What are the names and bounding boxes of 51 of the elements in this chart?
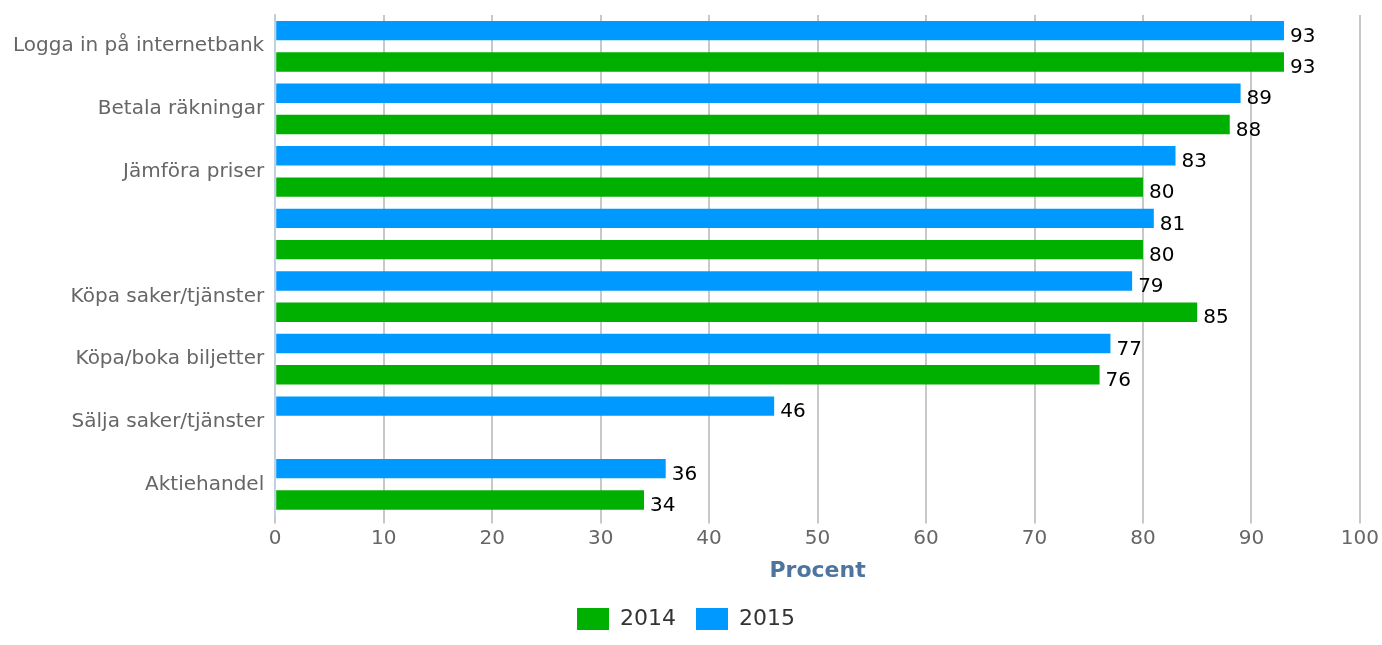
data-label: 81 [1159, 210, 1186, 235]
bar [276, 177, 1143, 197]
bar [276, 396, 775, 416]
y-tick-label: Jämföra priser [121, 157, 265, 182]
legend-label: 2014 [620, 604, 677, 630]
x-tick-label: 0 [268, 524, 282, 549]
bar [276, 365, 1100, 385]
bar [276, 83, 1241, 103]
y-tick-label: Sälja saker/tjänster [71, 407, 265, 432]
y-tick-label: Logga in på internetbank [12, 32, 265, 57]
bar [276, 20, 1284, 41]
data-label: 80 [1148, 241, 1175, 266]
x-tick-label: 30 [587, 524, 614, 549]
data-label: 93 [1289, 22, 1316, 47]
bar [276, 208, 1154, 229]
data-label: 85 [1203, 304, 1229, 329]
data-label: 88 [1235, 116, 1262, 141]
data-label: 46 [780, 398, 806, 423]
bar [276, 490, 645, 510]
bar [276, 52, 1284, 72]
bar [276, 458, 666, 479]
data-label: 80 [1148, 179, 1175, 204]
data-label: 83 [1181, 148, 1207, 172]
y-tick-label: Betala räkningar [97, 95, 265, 120]
y-tick-label: Aktiehandel [145, 470, 265, 495]
bar [276, 333, 1111, 354]
y-tick-label: Köpa/boka biljetter [75, 345, 265, 370]
bar [276, 302, 1198, 322]
x-tick-label: 80 [1130, 524, 1156, 549]
data-label: 89 [1246, 85, 1273, 110]
x-tick-label: 100 [1340, 524, 1380, 549]
x-tick-label: 60 [913, 524, 939, 549]
bar [276, 271, 1133, 291]
x-tick-label: 40 [696, 524, 722, 549]
data-label: 34 [650, 492, 676, 517]
data-label: 79 [1138, 273, 1164, 298]
bar [276, 146, 1176, 166]
data-label: 77 [1116, 335, 1142, 360]
data-label: 76 [1105, 367, 1132, 392]
x-tick-label: 90 [1238, 524, 1265, 549]
x-tick-label: 70 [1021, 524, 1048, 549]
bar [276, 239, 1143, 260]
x-tick-label: 50 [804, 524, 831, 549]
legend-label: 2015 [739, 604, 795, 630]
x-axis-title: Procent [769, 556, 867, 582]
x-tick-label: 20 [479, 524, 505, 549]
bar [276, 114, 1230, 135]
data-label: 93 [1289, 54, 1316, 79]
x-tick-label: 10 [370, 524, 397, 549]
data-label: 36 [671, 460, 698, 485]
y-tick-label: Köpa saker/tjänster [70, 282, 265, 307]
